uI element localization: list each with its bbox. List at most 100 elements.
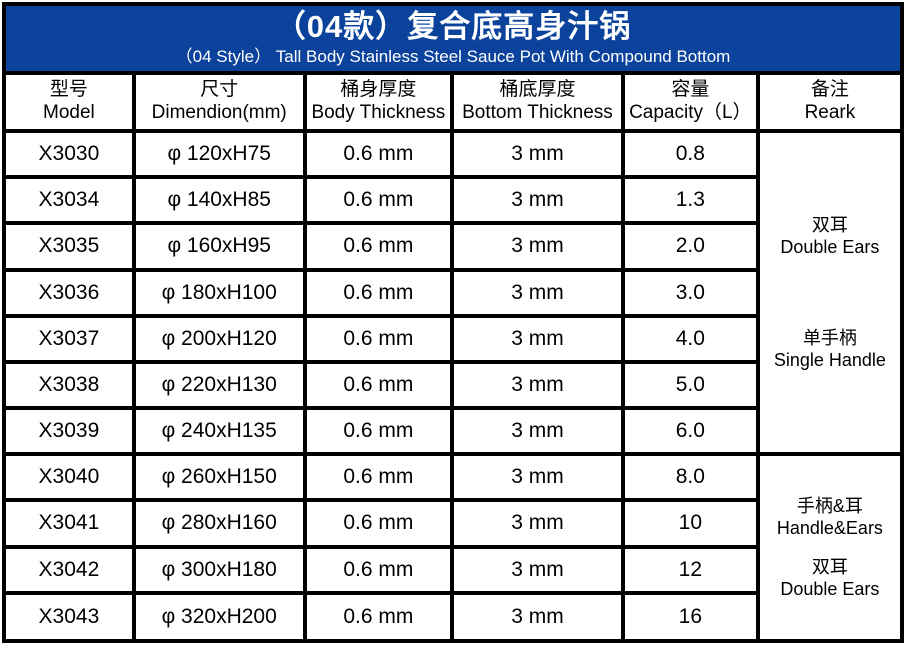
bottom-thickness-cell: 3 mm — [450, 128, 625, 180]
model-cell: X3041 — [4, 498, 136, 549]
capacity-cell: 2.0 — [620, 221, 760, 272]
model-cell: X3043 — [4, 590, 136, 642]
bottom-thickness-cell: 3 mm — [450, 406, 625, 457]
bottom-thickness-cell: 3 mm — [450, 544, 625, 595]
bottom-thickness-cell: 3 mm — [450, 313, 625, 364]
model-cell: X3035 — [4, 221, 136, 272]
dimension-cell: φ 200xH120 — [131, 313, 307, 364]
model-cell: X3034 — [4, 175, 136, 226]
dimension-cell: φ 120xH75 — [131, 128, 307, 180]
bottom-thickness-cell: 3 mm — [450, 590, 625, 642]
remark-note-zh: 单手柄 — [802, 327, 857, 348]
dimension-cell: φ 320xH200 — [131, 590, 307, 642]
remark-note-en: Handle&Ears — [776, 518, 883, 539]
page-title: （04款）复合底高身汁锅 — [274, 9, 632, 45]
body-thickness-cell: 0.6 mm — [302, 221, 455, 272]
remark-note-en: Double Ears — [780, 579, 880, 600]
body-thickness-cell: 0.6 mm — [302, 406, 455, 457]
bottom-thickness-cell: 3 mm — [450, 221, 625, 272]
column-header-model-zh: 型号 — [49, 79, 88, 101]
model-cell: X3038 — [4, 359, 136, 411]
table-row: X3042 φ 300xH180 0.6 mm 3 mm 12 — [4, 544, 900, 595]
capacity-cell: 0.8 — [620, 128, 760, 180]
bottom-thickness-cell: 3 mm — [450, 175, 625, 226]
model-cell: X3042 — [4, 544, 136, 595]
dimension-cell: φ 280xH160 — [131, 498, 307, 549]
table-row: X3036 φ 180xH100 0.6 mm 3 mm 3.0 — [4, 267, 900, 318]
dimension-cell: φ 180xH100 — [131, 267, 307, 318]
column-header-body-thickness: 桶身厚度 Body Thickness — [302, 73, 455, 133]
column-header-capacity: 容量 Capacity（L） — [620, 73, 760, 133]
column-header-remark-en: Reark — [804, 102, 856, 123]
body-thickness-cell: 0.6 mm — [302, 590, 455, 642]
capacity-cell: 4.0 — [620, 313, 760, 364]
remark-note-single-handle: 单手柄 Single Handle — [774, 327, 886, 372]
capacity-cell: 1.3 — [620, 175, 760, 226]
bottom-thickness-cell: 3 mm — [450, 267, 625, 318]
bottom-thickness-cell: 3 mm — [450, 452, 625, 503]
remark-stack: 双耳 Double Ears 单手柄 Single Handle — [762, 214, 896, 372]
model-cell: X3030 — [4, 128, 136, 180]
model-cell: X3039 — [4, 406, 136, 457]
column-header-dimension: 尺寸 Dimendion(mm) — [131, 73, 307, 133]
table-row: X3040 φ 260xH150 0.6 mm 3 mm 8.0 手柄&耳 Ha… — [4, 452, 903, 641]
capacity-cell: 10 — [620, 498, 760, 549]
bottom-thickness-cell: 3 mm — [450, 359, 625, 411]
table-row: X3043 φ 320xH200 0.6 mm 3 mm 16 — [4, 590, 900, 642]
table-row: X3039 φ 240xH135 0.6 mm 3 mm 6.0 — [4, 406, 900, 457]
column-header-capacity-en: Capacity（L） — [629, 102, 752, 123]
remark-note-zh: 手柄&耳 — [796, 495, 863, 516]
model-cell: X3037 — [4, 313, 136, 364]
table-row: X3034 φ 140xH85 0.6 mm 3 mm 1.3 — [4, 175, 900, 226]
column-header-body-thickness-zh: 桶身厚度 — [340, 79, 417, 101]
dimension-cell: φ 260xH150 — [131, 452, 307, 503]
column-header-dimension-zh: 尺寸 — [200, 79, 239, 101]
capacity-cell: 6.0 — [620, 406, 760, 457]
table-row: X3035 φ 160xH95 0.6 mm 3 mm 2.0 — [4, 221, 900, 272]
dimension-cell: φ 140xH85 — [131, 175, 307, 226]
column-header-dimension-en: Dimendion(mm) — [151, 102, 287, 123]
remark-note-handle-and-ears: 手柄&耳 Handle&Ears — [777, 495, 883, 540]
capacity-cell: 8.0 — [620, 452, 760, 503]
column-header-bottom-thickness-zh: 桶底厚度 — [499, 79, 576, 101]
remark-note-double-ears: 双耳 Double Ears — [780, 214, 879, 259]
table-header-row: 型号 Model 尺寸 Dimendion(mm) 桶身厚度 Body Thic… — [4, 73, 903, 133]
table-row: X3038 φ 220xH130 0.6 mm 3 mm 5.0 — [4, 359, 900, 411]
body-thickness-cell: 0.6 mm — [302, 267, 455, 318]
column-header-bottom-thickness: 桶底厚度 Bottom Thickness — [450, 73, 625, 133]
dimension-cell: φ 240xH135 — [131, 406, 307, 457]
remark-note-double-ears: 双耳 Double Ears — [780, 556, 879, 601]
dimension-cell: φ 220xH130 — [131, 359, 307, 411]
dimension-cell: φ 160xH95 — [131, 221, 307, 272]
capacity-cell: 5.0 — [620, 359, 760, 411]
bottom-thickness-cell: 3 mm — [450, 498, 625, 549]
column-header-model: 型号 Model — [4, 73, 136, 133]
body-thickness-cell: 0.6 mm — [302, 452, 455, 503]
remark-note-zh: 双耳 — [811, 556, 848, 577]
body-thickness-cell: 0.6 mm — [302, 313, 455, 364]
column-header-body-thickness-en: Body Thickness — [311, 102, 446, 123]
table-row: X3030 φ 120xH75 0.6 mm 3 mm 0.8 双耳 Doubl… — [4, 128, 903, 457]
capacity-cell: 3.0 — [620, 267, 760, 318]
capacity-cell: 12 — [620, 544, 760, 595]
title-band: （04款）复合底高身汁锅 （04 Style） Tall Body Stainl… — [6, 6, 900, 75]
spec-table: 型号 Model 尺寸 Dimendion(mm) 桶身厚度 Body Thic… — [4, 73, 903, 642]
dimension-cell: φ 300xH180 — [131, 544, 307, 595]
table-row: X3041 φ 280xH160 0.6 mm 3 mm 10 — [4, 498, 900, 549]
table-row: X3037 φ 200xH120 0.6 mm 3 mm 4.0 — [4, 313, 900, 364]
model-cell: X3040 — [4, 452, 136, 503]
page-subtitle: （04 Style） Tall Body Stainless Steel Sau… — [175, 47, 731, 67]
body-thickness-cell: 0.6 mm — [302, 175, 455, 226]
remark-group-2: 手柄&耳 Handle&Ears 双耳 Double Ears — [755, 452, 903, 641]
column-header-model-en: Model — [43, 102, 95, 123]
body-thickness-cell: 0.6 mm — [302, 359, 455, 411]
capacity-cell: 16 — [620, 590, 760, 642]
column-header-remark: 备注 Reark — [755, 73, 903, 133]
model-cell: X3036 — [4, 267, 136, 318]
remark-note-en: Single Handle — [773, 350, 886, 371]
column-header-capacity-zh: 容量 — [671, 79, 710, 101]
remark-note-en: Double Ears — [780, 237, 880, 258]
body-thickness-cell: 0.6 mm — [302, 498, 455, 549]
